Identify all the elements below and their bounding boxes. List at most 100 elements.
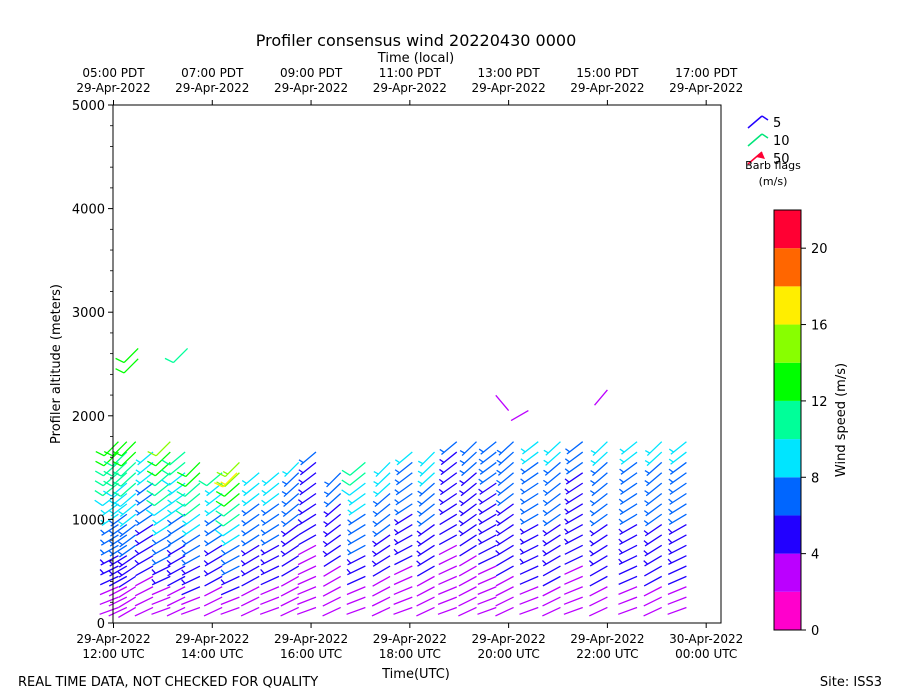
barb-half-feather	[99, 569, 105, 574]
legend-feather	[761, 115, 769, 121]
wind-barb	[542, 565, 561, 577]
wind-barb	[260, 534, 280, 546]
wind-barb	[94, 472, 119, 487]
barb-half-feather	[496, 459, 502, 464]
barb-half-feather	[438, 488, 444, 494]
wind-barb	[297, 492, 317, 506]
barb-half-feather	[204, 500, 210, 505]
barb-staff	[589, 596, 608, 607]
wind-barb	[668, 461, 687, 475]
wind-barb	[438, 575, 458, 586]
wind-barb	[564, 482, 584, 495]
wind-barb	[341, 482, 366, 496]
wind-barb	[161, 461, 186, 476]
barb-half-feather	[220, 559, 226, 565]
barb-half-feather	[478, 498, 483, 503]
wind-barb	[618, 482, 638, 495]
wind-barb	[181, 586, 201, 596]
barb-half-feather	[134, 509, 140, 514]
wind-barb	[151, 565, 171, 576]
x-tick-label: 29-Apr-2022	[274, 632, 348, 646]
barb-feather	[161, 469, 170, 476]
top-axis-label: Time (local)	[377, 51, 454, 66]
wind-barb	[495, 492, 514, 507]
wind-barb	[563, 596, 583, 605]
wind-barb	[495, 503, 514, 517]
wind-barb	[373, 461, 391, 478]
barb-staff	[153, 503, 171, 517]
barb-staff	[99, 586, 119, 596]
wind-barb	[100, 524, 119, 536]
barb-half-feather	[372, 500, 378, 505]
wind-barb	[103, 451, 128, 467]
wind-barb	[220, 596, 240, 606]
barb-feather	[176, 481, 186, 488]
barb-staff	[206, 472, 223, 487]
barb-feather	[147, 451, 157, 457]
barb-staff	[519, 606, 539, 615]
barb-half-feather	[542, 539, 548, 545]
barb-staff	[99, 606, 119, 615]
barb-half-feather	[439, 458, 445, 463]
barb-half-feather	[564, 498, 570, 503]
wind-barb	[240, 534, 260, 547]
wind-barb	[496, 441, 515, 456]
barb-staff	[372, 575, 391, 587]
wind-barb	[99, 575, 119, 586]
wind-barb	[135, 575, 154, 587]
wind-barb	[438, 586, 458, 595]
wind-barb	[112, 451, 137, 467]
barb-half-feather	[167, 489, 173, 494]
barb-half-feather	[564, 488, 570, 493]
wind-barb	[241, 513, 260, 527]
wind-barb	[216, 461, 240, 478]
barb-half-feather	[100, 519, 106, 524]
wind-barb	[135, 482, 154, 496]
wind-barb	[542, 513, 561, 527]
barb-half-feather	[261, 499, 267, 504]
wind-barb	[204, 575, 223, 587]
wind-barb	[176, 492, 201, 507]
wind-barb	[519, 503, 539, 515]
wind-barb	[393, 586, 413, 596]
wind-barb	[241, 472, 260, 487]
colorbar-segment	[774, 515, 801, 554]
barb-half-feather	[181, 530, 187, 535]
barb-half-feather	[346, 568, 352, 574]
wind-barb	[394, 492, 413, 506]
wind-barb	[297, 503, 317, 516]
barb-staff	[393, 575, 413, 586]
x-tick-label: 16:00 UTC	[280, 647, 342, 661]
wind-barb	[346, 575, 366, 586]
wind-barb	[99, 555, 119, 566]
wind-barb	[564, 503, 584, 515]
barb-half-feather	[478, 488, 484, 493]
barb-feather	[112, 480, 122, 487]
barb-staff	[224, 482, 240, 497]
wind-barb	[590, 451, 608, 467]
wind-barb	[564, 451, 584, 465]
wind-barb	[393, 596, 413, 605]
wind-barb	[220, 555, 240, 566]
barb-column	[198, 472, 223, 617]
wind-barb	[145, 503, 171, 517]
wind-barb	[298, 524, 317, 536]
wind-barb	[478, 544, 497, 555]
barb-half-feather	[182, 520, 187, 525]
barb-column	[477, 441, 497, 615]
wind-barb	[496, 472, 514, 486]
barb-half-feather	[347, 519, 352, 524]
wind-barb	[166, 513, 186, 526]
wind-barb	[458, 596, 477, 607]
wind-barb	[495, 606, 514, 617]
wind-barb	[564, 575, 583, 585]
barb-half-feather	[618, 488, 624, 493]
barb-half-feather	[458, 500, 464, 505]
wind-barb	[495, 586, 514, 597]
barb-half-feather	[203, 570, 209, 575]
wind-barb	[372, 586, 391, 597]
wind-barb	[416, 565, 435, 577]
wind-barb	[668, 441, 687, 455]
wind-barb	[667, 596, 687, 605]
wind-barb	[115, 358, 139, 374]
